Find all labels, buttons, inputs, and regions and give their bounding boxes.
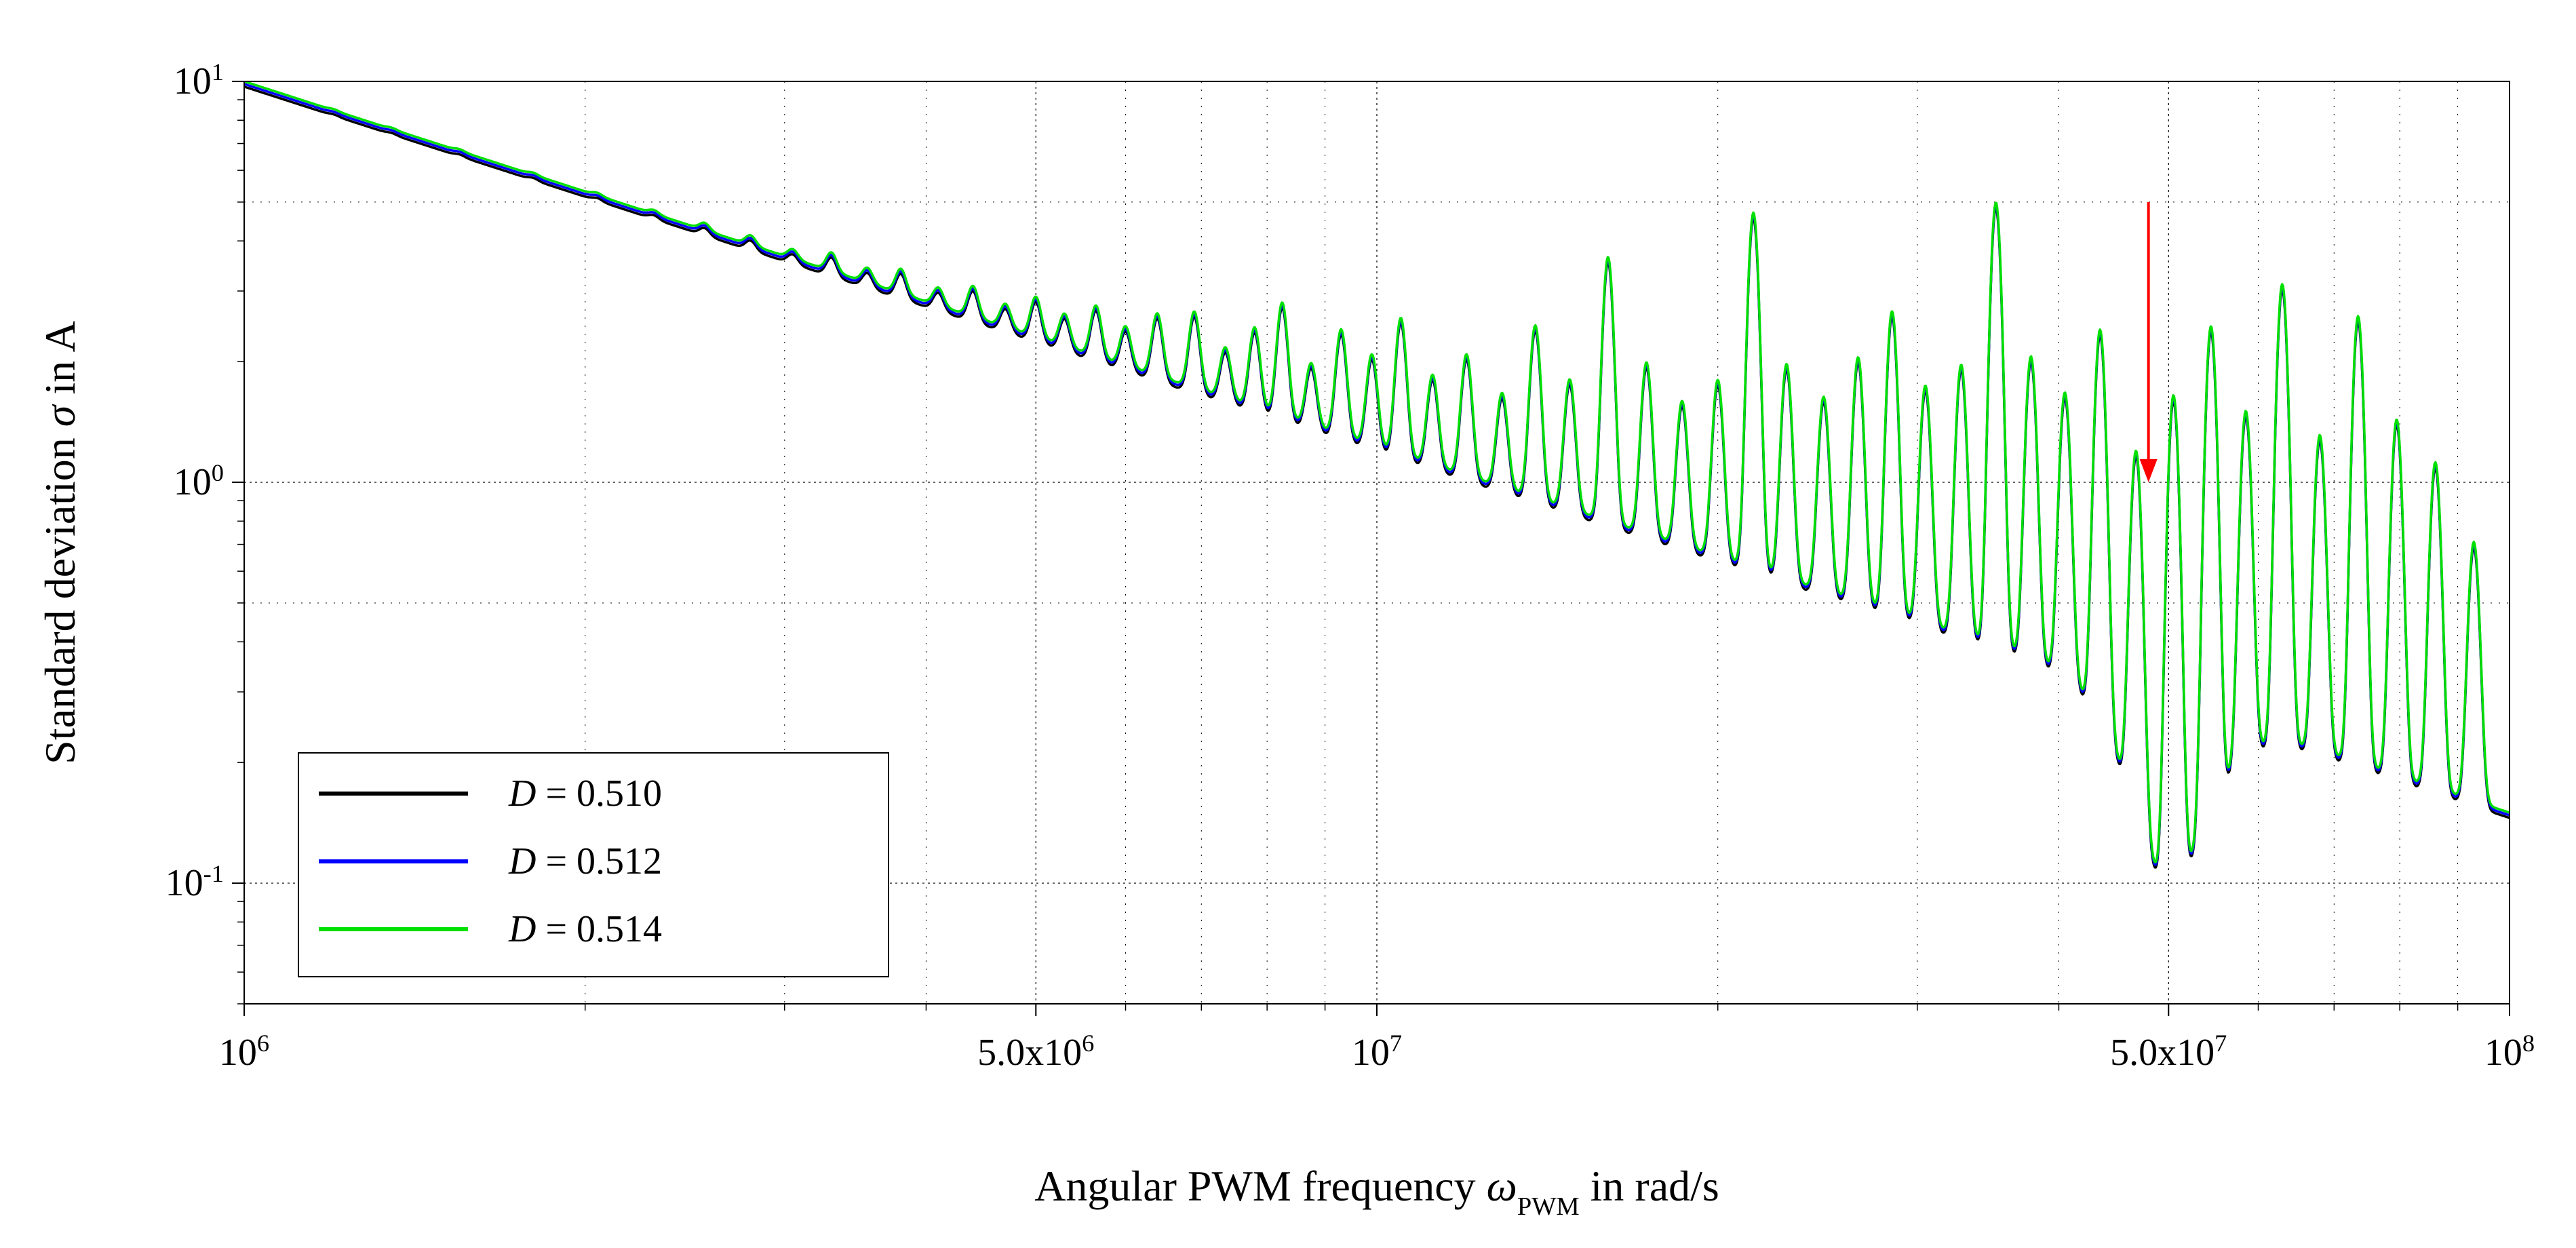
x-tick-label: 5.0x107	[2110, 1030, 2227, 1074]
chart-svg: 1065.0x1061075.0x10710810-1100101Angular…	[0, 0, 2576, 1248]
legend-label: D = 0.512	[508, 840, 662, 882]
chart-container: 1065.0x1061075.0x10710810-1100101Angular…	[0, 0, 2576, 1248]
legend: D = 0.510 D = 0.512 D = 0.514	[298, 753, 889, 977]
y-axis-label: Standard deviation σ in A	[36, 321, 84, 764]
x-tick-label: 5.0x106	[977, 1030, 1094, 1074]
legend-label: D = 0.510	[508, 773, 662, 815]
legend-label: D = 0.514	[508, 908, 662, 950]
